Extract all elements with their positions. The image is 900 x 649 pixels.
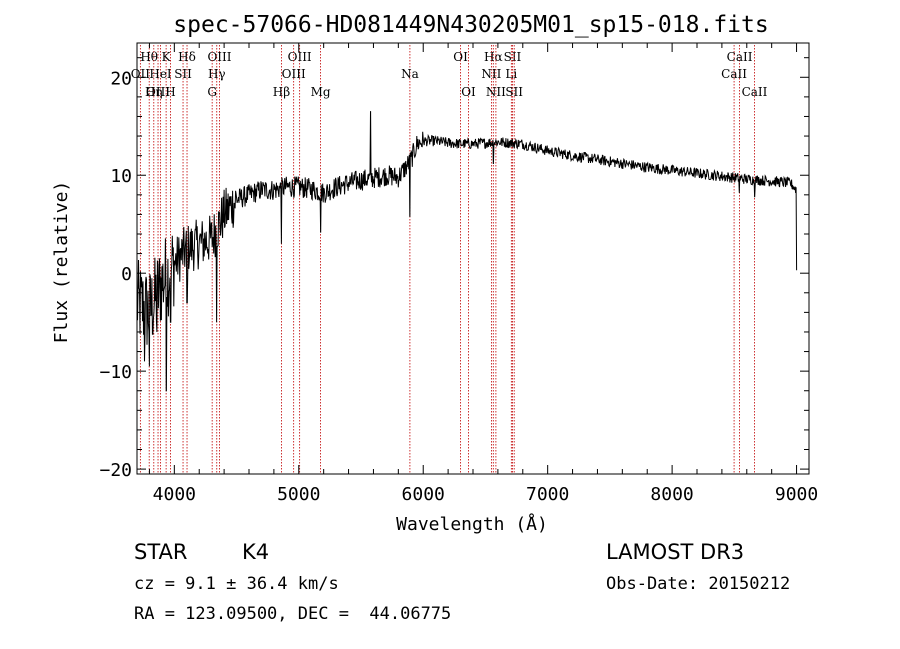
line-id-label: Hγ <box>208 67 226 81</box>
plot-frame <box>136 42 810 475</box>
line-id-label: NII <box>481 67 501 81</box>
x-tick-label: 9000 <box>775 484 818 505</box>
line-id-label: Hη <box>145 85 163 99</box>
x-tick-label: 6000 <box>402 484 445 505</box>
x-tick-label: 8000 <box>650 484 693 505</box>
y-tick-label: 20 <box>110 68 132 89</box>
line-id-label: SII <box>504 50 522 64</box>
line-id-label: Hβ <box>273 85 290 99</box>
y-axis-label: Flux (relative) <box>51 181 72 344</box>
line-id-label: HeI <box>149 67 172 81</box>
line-id-label: OIII <box>207 50 231 64</box>
line-id-label: OII <box>131 67 151 81</box>
line-id-label: OI <box>461 85 476 99</box>
line-id-label: OI <box>453 50 468 64</box>
survey-name: LAMOST DR3 <box>606 540 745 564</box>
line-id-label: NII <box>486 85 506 99</box>
line-id-label: OIII <box>282 67 306 81</box>
y-tick-label: −10 <box>99 362 132 383</box>
axes: 4000 5000 6000 7000 8000 9000 −20 −10 0 10 20 <box>99 43 818 505</box>
line-id-label: Na <box>401 67 419 81</box>
line-id-label: SII <box>505 85 523 99</box>
line-id-markers: Hθ OII OIII K HeI Hη SII H Hδ OIII Hγ G OIII OIII Hβ Mg… <box>131 45 768 474</box>
line-id-label: K <box>162 50 172 64</box>
line-id-label: SII <box>174 67 192 81</box>
x-tick-label: 7000 <box>526 484 569 505</box>
line-id-label: CaII <box>727 50 753 64</box>
x-tick-label: 5000 <box>277 484 320 505</box>
x-tick-label: 4000 <box>153 484 196 505</box>
line-id-label: Mg <box>311 85 331 99</box>
line-id-label: OIII <box>146 85 170 99</box>
chart-title: spec-57066-HD081449N430205M01_sp15-018.f… <box>173 12 768 38</box>
line-id-label: OIII <box>288 50 312 64</box>
ra-dec: RA = 123.09500, DEC = 44.06775 <box>134 604 452 624</box>
y-tick-label: 0 <box>121 264 132 285</box>
y-tick-label: 10 <box>110 166 132 187</box>
line-id-label: CaII <box>721 67 747 81</box>
star-subclass: K4 <box>242 540 270 564</box>
line-id-label: Hα <box>484 50 503 64</box>
line-id-label: Hθ <box>140 50 158 64</box>
line-id-label: Li <box>505 67 517 81</box>
line-id-label: G <box>207 85 217 99</box>
obs-date: Obs-Date: 20150212 <box>606 574 791 594</box>
line-id-label: CaII <box>742 85 768 99</box>
x-axis-label: Wavelength (Å) <box>396 513 548 535</box>
redshift-cz: cz = 9.1 ± 36.4 km/s <box>134 574 339 594</box>
y-tick-label: −20 <box>99 460 132 481</box>
star-class: STAR <box>134 540 188 564</box>
spectrum-line <box>136 111 798 392</box>
line-id-label: Hδ <box>178 50 196 64</box>
line-id-label: H <box>165 85 175 99</box>
